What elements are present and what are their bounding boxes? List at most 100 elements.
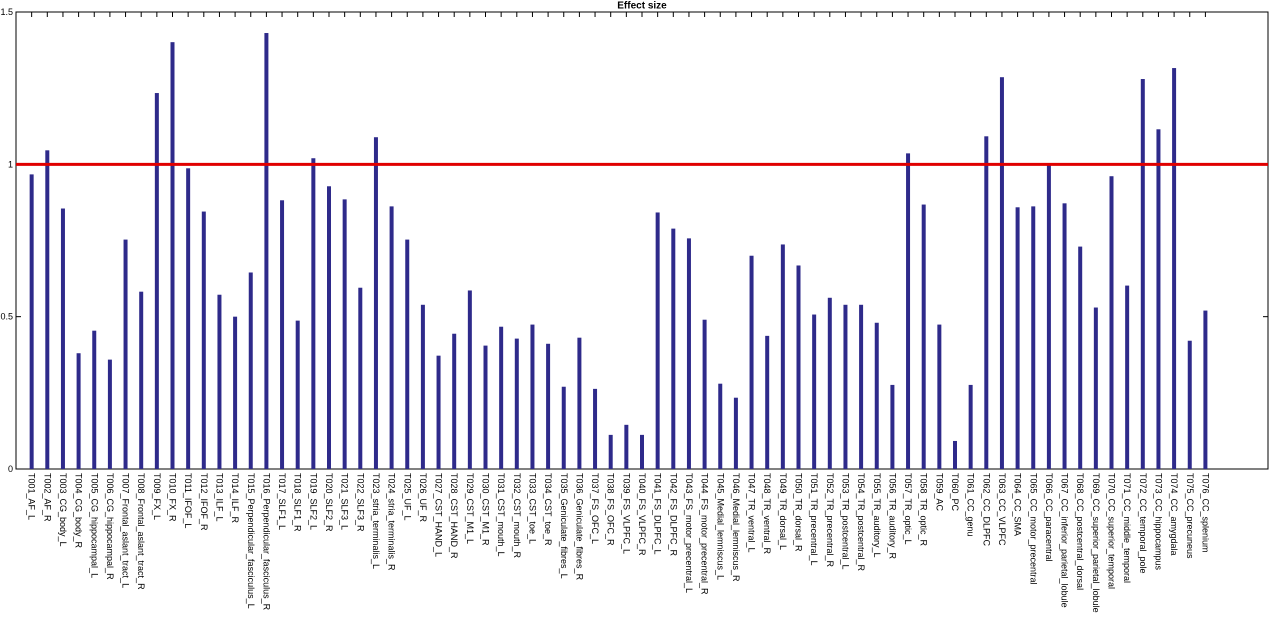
bar [452,333,457,469]
bar [405,239,410,469]
x-tick-label: T018_SLF1_R [293,473,303,532]
x-tick-label: T036_Geniculate_fibres_R [574,473,584,581]
x-tick-label: T041_FS_DLPFC_L [653,473,663,555]
x-tick-label: T026_UF_R [418,473,428,523]
x-tick-label: T070_CC_superior_temporal [1107,473,1117,589]
bar [342,199,347,469]
x-tick-label: T068_CC_postcentral_dorsal [1075,473,1085,590]
bar [906,153,911,469]
bar [217,294,222,469]
bar [436,355,441,469]
bar [248,272,253,469]
bar [1203,310,1208,469]
x-tick-label: T045_Medial_lemniscus_L [715,473,725,580]
x-tick-label: T001_AF_L [27,473,37,520]
bar [1046,164,1051,470]
bar [107,359,112,469]
x-tick-label: T010_FX_R [168,473,178,522]
bar [29,174,34,469]
bar [201,211,206,469]
bar [358,287,363,469]
bar [467,290,472,469]
x-tick-label: T004_CG_body_R [74,473,84,549]
bar [327,186,331,469]
x-tick-label: T075_CC_precuneus [1185,473,1195,559]
bar [812,314,817,469]
x-tick-label: T032_CST_mouth_R [512,473,522,559]
bar [702,319,707,469]
bar [76,353,81,469]
bar [843,304,848,469]
bar [984,136,989,469]
bar [733,397,738,469]
x-tick-label: T024_stria_terminalis_R [387,473,397,571]
x-tick-label: T038_FS_OFC_R [606,473,616,546]
x-tick-label: T011_IFOF_L [183,473,193,528]
x-tick-label: T023_stria_terminalis_L [371,473,381,569]
x-tick-label: T065_CC_motor_precentral [1028,473,1038,585]
bar [264,33,269,469]
bar [1062,203,1067,469]
x-tick-label: T005_CG_hippocampal_L [89,473,99,578]
bar [1140,79,1145,469]
x-tick-label: T017_SLF1_L [277,473,287,530]
bar [953,440,957,469]
x-tick-label: T059_AC [934,473,944,512]
x-tick-label: T054_TR_postcentral_R [856,473,866,572]
x-tick-label: T057_TR_optic_L [903,473,913,545]
x-tick-label: T050_TR_dorsal_R [794,473,804,552]
y-tick-label: 1.5 [0,7,13,17]
x-tick-label: T073_CC_hippocampus [1153,473,1163,571]
bar [1109,176,1114,469]
bar [561,386,566,469]
bar [624,424,629,469]
bar [1031,206,1036,470]
bar [154,93,159,470]
bar [499,326,504,469]
bar [874,322,879,469]
bar [749,255,754,469]
bar [514,338,519,469]
x-tick-label: T013_ILF_L [214,473,224,522]
x-tick-label: T037_FS_OFC_L [590,473,600,544]
x-tick-label: T062_CC_DLPFC [981,473,991,547]
x-tick-label: T076_CC_splenium [1200,473,1210,553]
bar [530,324,535,469]
x-tick-label: T034_CST_toe_R [543,473,553,546]
bar [827,297,832,469]
x-tick-label: T039_FS_VLPFC_L [621,473,631,554]
bar [968,384,973,469]
x-tick-label: T028_CST_HAND_R [449,473,459,559]
bar [640,434,644,469]
x-tick-label: T060_PC [950,473,960,512]
x-tick-label: T019_SLF2_L [308,473,318,530]
x-tick-label: T009_FX_L [152,473,162,520]
bar [1172,68,1177,470]
chart-title: Effect size [617,1,667,12]
bar [420,304,425,469]
bar [671,228,676,469]
bar [1187,340,1192,469]
x-tick-label: T043_FS_motor_precentral_L [684,473,694,593]
y-tick-label: 0.5 [0,312,13,322]
bar [1156,129,1161,469]
bar [60,208,65,469]
bar [921,204,926,470]
x-tick-label: T042_FS_DLPFC_R [668,473,678,557]
y-tick-label: 1 [8,159,13,169]
bar [686,238,691,469]
x-tick-label: T049_TR_dorsal_L [778,473,788,550]
x-tick-label: T052_TR_precentral_R [825,473,835,568]
bar [373,137,378,469]
x-tick-label: T040_FS_VLPFC_R [637,473,647,556]
x-tick-label: T063_CC_VLPFC [997,473,1007,546]
x-tick-label: T048_TR_ventral_R [762,473,772,555]
bar [780,244,785,469]
x-tick-label: T022_SLF3_R [355,473,365,532]
x-tick-label: T033_CST_toe_L [527,473,537,544]
x-tick-label: T044_FS_motor_precentral_R [700,473,710,595]
x-tick-label: T025_UF_L [402,473,412,521]
bar [233,316,238,469]
bar [45,150,50,469]
bar [280,200,285,469]
